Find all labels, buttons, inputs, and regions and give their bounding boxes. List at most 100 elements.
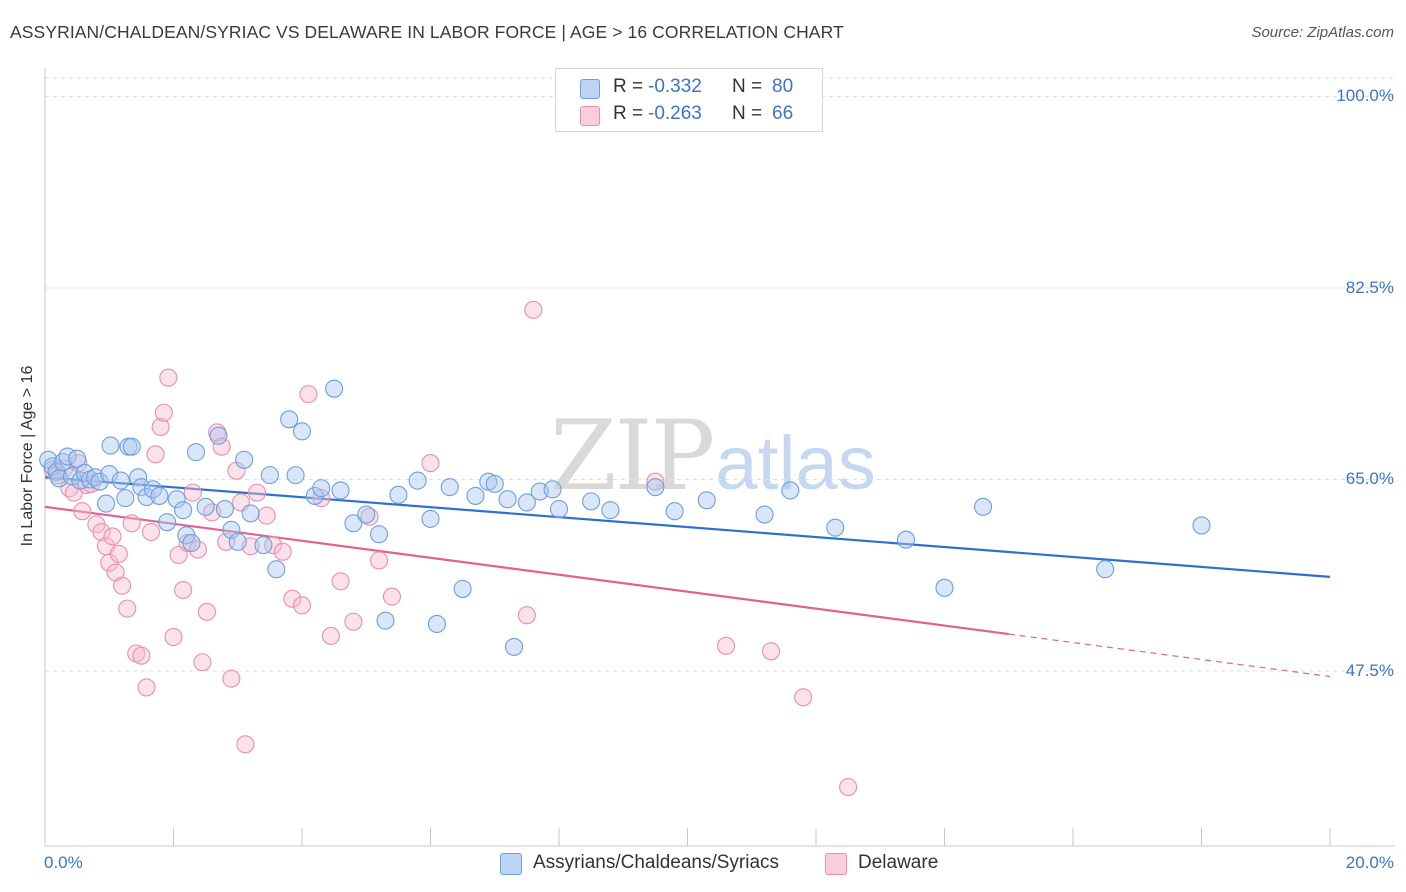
data-point-delaware — [761, 642, 781, 661]
data-point-assyrians — [312, 479, 331, 498]
legend-swatch-pink — [580, 106, 600, 126]
data-point-delaware — [109, 544, 128, 563]
data-point-assyrians — [228, 532, 247, 551]
data-point-assyrians — [781, 481, 800, 500]
data-point-assyrians — [158, 513, 177, 532]
data-point-assyrians — [1096, 560, 1115, 579]
data-point-delaware — [122, 514, 141, 533]
data-point-assyrians — [896, 530, 916, 549]
data-point-delaware — [154, 403, 173, 422]
data-point-delaware — [646, 472, 665, 491]
data-point-assyrians — [601, 501, 620, 520]
data-point-delaware — [197, 602, 216, 621]
data-point-delaware — [524, 300, 543, 319]
legend-r-value: -0.332 — [648, 76, 702, 97]
y-tick-label-65: 65.0% — [1345, 469, 1394, 488]
y-tick-label-100: 100.0% — [1336, 86, 1394, 105]
data-point-assyrians — [209, 426, 228, 445]
data-point-assyrians — [122, 437, 141, 456]
data-point-delaware — [183, 483, 202, 502]
data-point-assyrians — [408, 471, 427, 490]
data-point-delaware — [178, 533, 197, 553]
data-point-assyrians — [286, 466, 305, 485]
data-point-assyrians — [196, 497, 215, 516]
data-point-assyrians — [440, 478, 459, 497]
data-point-assyrians — [389, 485, 408, 504]
data-point-delaware — [370, 551, 389, 570]
data-point-delaware — [236, 735, 255, 754]
data-point-delaware — [159, 368, 178, 387]
data-point-assyrians — [68, 449, 87, 468]
data-point-assyrians — [344, 514, 363, 533]
data-point-delaware — [118, 599, 137, 618]
data-point-assyrians — [90, 472, 109, 491]
data-point-delaware — [273, 542, 292, 561]
data-point-assyrians — [376, 611, 395, 630]
data-point-delaware — [299, 385, 318, 404]
legend-label-assyrians: Assyrians/Chaldeans/Syriacs — [533, 852, 780, 873]
data-point-delaware — [517, 606, 536, 625]
data-point-assyrians — [132, 478, 151, 497]
data-point-assyrians — [370, 525, 389, 544]
data-point-delaware — [321, 626, 340, 646]
data-point-delaware — [247, 483, 267, 502]
data-point-delaware — [132, 646, 151, 665]
data-point-delaware — [188, 540, 207, 559]
data-point-assyrians — [466, 486, 485, 505]
x-tick-label-min: 0.0% — [44, 853, 83, 872]
legend-n-value: 80 — [772, 76, 794, 97]
data-point-assyrians — [421, 509, 440, 528]
data-point-assyrians — [100, 464, 119, 484]
data-point-assyrians — [517, 493, 536, 512]
data-point-assyrians — [235, 450, 254, 469]
data-point-assyrians — [357, 505, 376, 524]
data-point-assyrians — [137, 487, 156, 507]
data-point-assyrians — [582, 492, 601, 511]
data-point-assyrians — [116, 489, 135, 508]
data-point-delaware — [794, 688, 813, 707]
data-point-assyrians — [267, 560, 286, 579]
data-point-assyrians — [646, 478, 665, 497]
data-point-assyrians — [305, 486, 324, 505]
trend-line-assyrians — [44, 476, 1331, 578]
data-point-assyrians — [697, 491, 716, 510]
data-point-assyrians — [174, 501, 193, 520]
data-point-assyrians — [260, 466, 279, 485]
legend-swatch-blue — [580, 79, 600, 99]
data-point-assyrians — [186, 443, 206, 462]
data-point-assyrians — [96, 494, 116, 513]
data-point-assyrians — [549, 499, 569, 519]
data-point-assyrians — [325, 379, 344, 398]
y-tick-label-82-5: 82.5% — [1345, 278, 1394, 297]
data-point-assyrians — [215, 499, 234, 519]
data-point-assyrians — [292, 422, 312, 441]
data-point-assyrians — [129, 468, 148, 487]
data-point-delaware — [151, 417, 170, 437]
data-point-assyrians — [150, 486, 169, 505]
data-point-delaware — [106, 563, 125, 582]
data-point-assyrians — [665, 502, 684, 521]
data-point-delaware — [292, 596, 312, 615]
legend-r-value: -0.263 — [648, 103, 702, 124]
data-point-assyrians — [101, 436, 120, 455]
data-point-assyrians — [755, 505, 774, 524]
data-point-delaware — [193, 653, 212, 672]
chart-source: Source: ZipAtlas.com — [1251, 24, 1394, 41]
data-point-delaware — [264, 536, 283, 555]
legend-n-label: N = — [732, 76, 763, 97]
trend-line-delaware — [44, 505, 1009, 636]
data-point-assyrians — [935, 578, 954, 597]
data-point-delaware — [222, 669, 241, 688]
data-point-delaware — [283, 589, 302, 608]
legend-n-value: 66 — [772, 103, 794, 124]
data-point-assyrians — [254, 536, 273, 555]
data-point-delaware — [839, 777, 858, 797]
data-point-delaware — [73, 502, 92, 521]
data-point-delaware — [141, 522, 161, 542]
data-point-delaware — [257, 506, 276, 525]
data-point-delaware — [137, 678, 156, 697]
data-point-assyrians — [543, 480, 562, 499]
legend-label-delaware: Delaware — [858, 852, 939, 873]
legend-r-label: R = — [613, 76, 644, 97]
